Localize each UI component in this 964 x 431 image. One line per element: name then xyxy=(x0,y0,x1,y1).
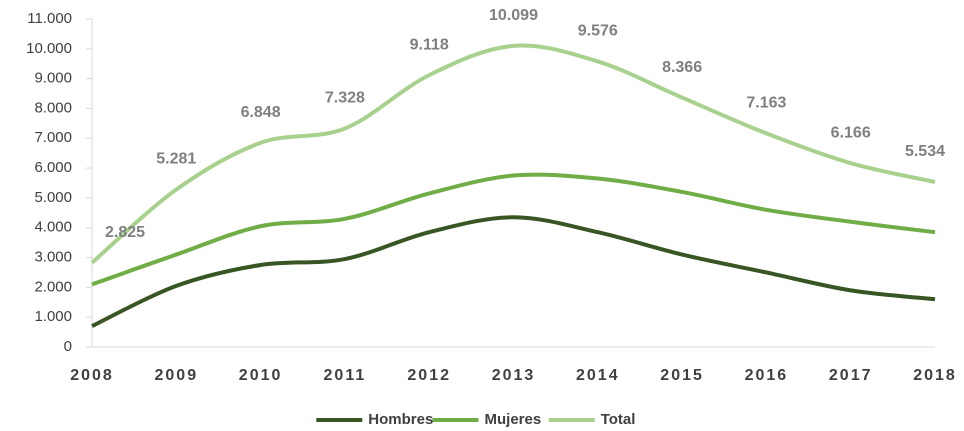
data-label: 7.328 xyxy=(325,90,365,107)
y-tick-label: 2.000 xyxy=(34,278,72,295)
x-tick-label: 2018 xyxy=(913,367,957,384)
line xyxy=(91,172,936,287)
x-tick-label: 2011 xyxy=(324,367,367,384)
data-label: 7.163 xyxy=(746,95,786,112)
y-tick-label: 5.000 xyxy=(34,189,72,206)
legend-label: Mujeres xyxy=(485,411,542,428)
x-tick-label: 2016 xyxy=(745,367,789,384)
y-tick-label: 6.000 xyxy=(34,159,72,176)
data-label: 9.118 xyxy=(410,36,449,53)
x-tick-label: 2009 xyxy=(155,367,199,384)
legend-label: Total xyxy=(601,411,636,428)
data-label: 5.281 xyxy=(156,151,196,168)
x-tick-label: 2012 xyxy=(407,367,451,384)
x-tick-label: 2015 xyxy=(660,367,704,384)
x-tick-label: 2014 xyxy=(576,367,620,384)
data-label: 9.576 xyxy=(578,23,618,40)
y-tick-label: 3.000 xyxy=(34,249,72,266)
y-tick-label: 8.000 xyxy=(34,99,72,116)
x-tick-label: 2013 xyxy=(492,367,536,384)
y-tick-label: 9.000 xyxy=(34,70,72,87)
y-tick-label: 1.000 xyxy=(34,308,72,325)
y-tick-label: 11.000 xyxy=(27,10,72,27)
x-tick-label: 2010 xyxy=(239,367,283,384)
y-tick-label: 4.000 xyxy=(34,219,72,236)
data-label: 10.099 xyxy=(489,7,538,24)
x-tick-label: 2017 xyxy=(829,367,873,384)
data-label: 6.166 xyxy=(831,124,871,141)
x-tick-label: 2008 xyxy=(70,367,114,384)
y-tick-label: 10.000 xyxy=(26,40,72,57)
data-label: 5.534 xyxy=(905,143,945,160)
data-label: 8.366 xyxy=(662,59,702,76)
data-label: 6.848 xyxy=(241,104,281,121)
y-tick-label: 0 xyxy=(64,338,72,355)
data-label: 2.825 xyxy=(105,224,145,241)
y-tick-label: 7.000 xyxy=(34,129,72,146)
line xyxy=(90,43,936,265)
legend-label: Hombres xyxy=(368,411,433,428)
line xyxy=(91,215,936,328)
